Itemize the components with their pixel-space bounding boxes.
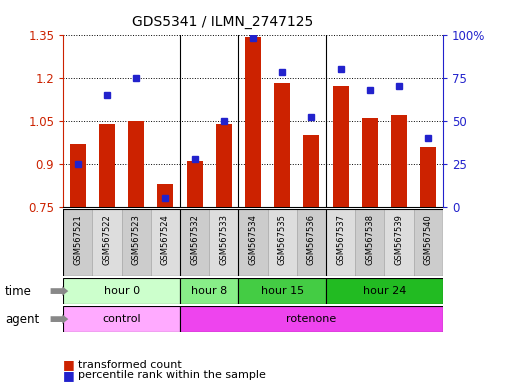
Text: GSM567522: GSM567522 — [103, 214, 111, 265]
Text: GSM567539: GSM567539 — [394, 214, 402, 265]
Text: control: control — [102, 314, 141, 324]
Bar — [238, 209, 267, 276]
Bar — [63, 306, 180, 332]
Bar — [121, 209, 150, 276]
Bar — [128, 121, 144, 207]
Bar — [384, 209, 413, 276]
Bar — [325, 278, 442, 304]
Text: GSM567537: GSM567537 — [335, 214, 344, 265]
Text: GSM567535: GSM567535 — [277, 214, 286, 265]
Bar — [215, 124, 231, 207]
Bar — [325, 209, 355, 276]
Bar — [413, 209, 442, 276]
Text: hour 24: hour 24 — [362, 286, 405, 296]
Bar — [92, 209, 121, 276]
Text: percentile rank within the sample: percentile rank within the sample — [78, 370, 266, 380]
Bar — [274, 83, 290, 207]
Bar — [209, 209, 238, 276]
Text: GSM567524: GSM567524 — [161, 214, 170, 265]
Bar — [63, 209, 92, 276]
Bar — [390, 115, 406, 207]
Bar — [157, 184, 173, 207]
Bar — [63, 278, 180, 304]
Bar — [99, 124, 115, 207]
Text: GSM567532: GSM567532 — [190, 214, 199, 265]
Text: GSM567534: GSM567534 — [248, 214, 257, 265]
Bar — [361, 118, 377, 207]
Text: transformed count: transformed count — [78, 360, 182, 370]
Bar — [332, 86, 348, 207]
Bar — [180, 278, 238, 304]
Text: GDS5341 / ILMN_2747125: GDS5341 / ILMN_2747125 — [132, 15, 313, 29]
Text: ■: ■ — [63, 358, 75, 371]
Text: GSM567523: GSM567523 — [131, 214, 140, 265]
Text: GSM567538: GSM567538 — [365, 214, 374, 265]
Bar — [186, 161, 202, 207]
Bar — [296, 209, 325, 276]
Text: rotenone: rotenone — [286, 314, 336, 324]
Bar — [150, 209, 180, 276]
Text: GSM567536: GSM567536 — [306, 214, 315, 265]
Text: agent: agent — [5, 313, 39, 326]
Bar — [70, 144, 86, 207]
Bar — [180, 209, 209, 276]
Bar — [419, 147, 435, 207]
Text: time: time — [5, 285, 32, 298]
Text: GSM567533: GSM567533 — [219, 214, 228, 265]
Bar — [355, 209, 384, 276]
Bar — [238, 278, 325, 304]
Bar — [180, 306, 442, 332]
Text: hour 8: hour 8 — [191, 286, 227, 296]
Text: hour 15: hour 15 — [260, 286, 303, 296]
Bar — [267, 209, 296, 276]
Text: hour 0: hour 0 — [104, 286, 139, 296]
Text: GSM567540: GSM567540 — [423, 214, 432, 265]
Text: ■: ■ — [63, 369, 75, 382]
Bar — [303, 135, 319, 207]
Bar — [244, 37, 261, 207]
Text: GSM567521: GSM567521 — [73, 214, 82, 265]
